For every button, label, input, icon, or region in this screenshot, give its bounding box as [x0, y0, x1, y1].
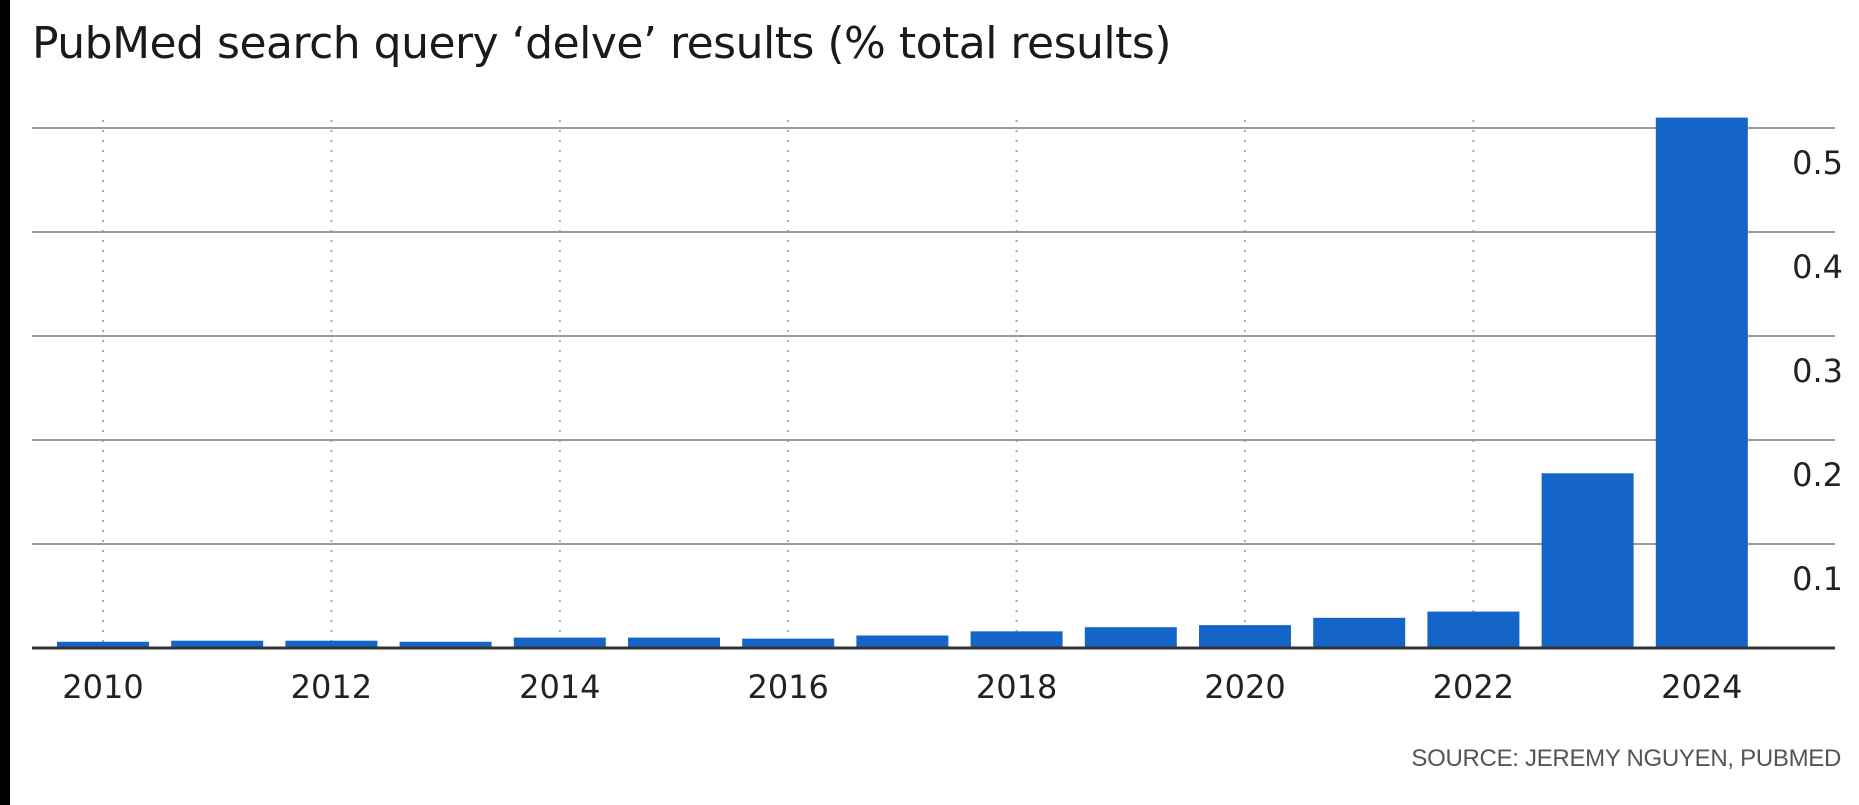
x-tick-label-2016: 2016: [747, 668, 828, 706]
x-tick-label-2012: 2012: [291, 668, 372, 706]
x-tick-label-2014: 2014: [519, 668, 600, 706]
bar-2022: [1427, 611, 1520, 648]
x-tick-label-2022: 2022: [1433, 668, 1514, 706]
bar-2011: [171, 640, 264, 648]
source-note: SOURCE: JEREMY NGUYEN, PUBMED: [1411, 745, 1841, 772]
bar-2020: [1199, 625, 1291, 648]
bar-2014: [513, 637, 606, 648]
chart-frame: PubMed search query ‘delve’ results (% t…: [10, 0, 1859, 805]
bar-2016: [742, 638, 835, 648]
y-tick-label-0.1: 0.1: [1792, 560, 1843, 598]
bar-2013: [399, 641, 492, 648]
bar-2018: [970, 631, 1063, 648]
x-tick-label-2020: 2020: [1204, 668, 1285, 706]
bar-chart: 0.1 0.2 0.3 0.4 0.5 2010 2012 2014 2016 2018 2020 2…: [32, 117, 1843, 706]
bar-2012: [285, 640, 378, 648]
y-tick-label-0.4: 0.4: [1792, 248, 1843, 286]
bar-2021: [1313, 617, 1406, 648]
bar-2015: [628, 637, 720, 648]
bar-2019: [1084, 627, 1177, 648]
bar-2023: [1541, 473, 1634, 648]
x-tick-label-2024: 2024: [1661, 668, 1742, 706]
x-tick-label-2018: 2018: [976, 668, 1057, 706]
x-tick-label-2010: 2010: [62, 668, 143, 706]
y-tick-label-0.3: 0.3: [1792, 352, 1843, 390]
chart-title: PubMed search query ‘delve’ results (% t…: [32, 18, 1171, 69]
bar-2010: [57, 641, 149, 648]
y-tick-label-0.5: 0.5: [1792, 144, 1843, 182]
bar-2017: [856, 635, 949, 648]
y-tick-label-0.2: 0.2: [1792, 456, 1843, 494]
bar-2024: [1655, 117, 1748, 649]
